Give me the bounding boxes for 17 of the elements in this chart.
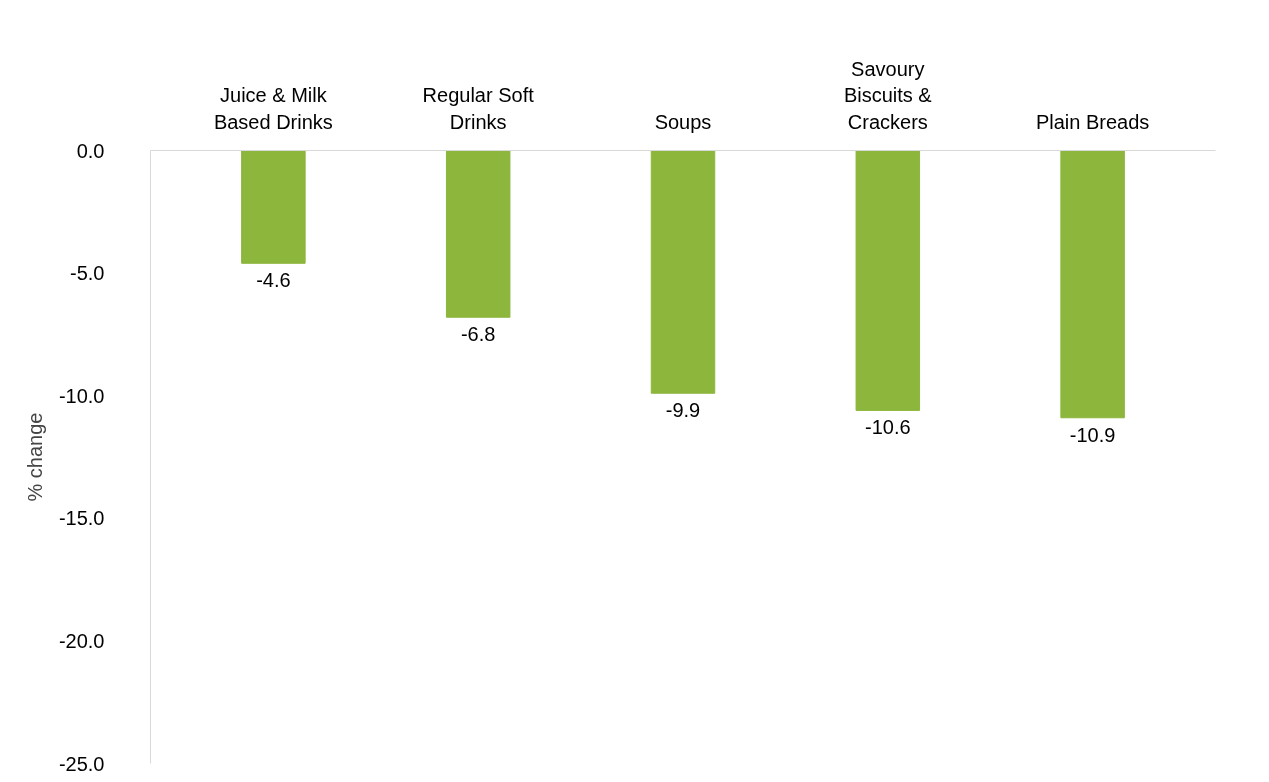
x-tick-label: Savoury Biscuits & Crackers (843, 57, 933, 133)
y-tick-label: -5.0 (70, 262, 105, 285)
x-tick-label: Plain Breads (1035, 110, 1150, 133)
data-label: -4.6 (256, 269, 291, 292)
y-axis-title: % change (23, 412, 46, 502)
y-tick-label: -15.0 (58, 507, 105, 530)
y-tick-label: -25.0 (58, 752, 105, 775)
data-label: -9.9 (665, 399, 701, 422)
x-tick-label: Regular Soft Drinks (422, 84, 535, 133)
x-tick-label: Juice & Milk Based Drinks (213, 84, 333, 133)
y-tick-label: -20.0 (58, 629, 105, 652)
data-label: -10.6 (865, 416, 911, 439)
x-tick-label: Soups (654, 110, 712, 133)
data-label: -6.8 (460, 323, 496, 346)
data-label: -10.9 (1069, 423, 1116, 446)
y-tick-label: -10.0 (58, 384, 105, 407)
y-tick-label: 0.0 (76, 139, 105, 162)
